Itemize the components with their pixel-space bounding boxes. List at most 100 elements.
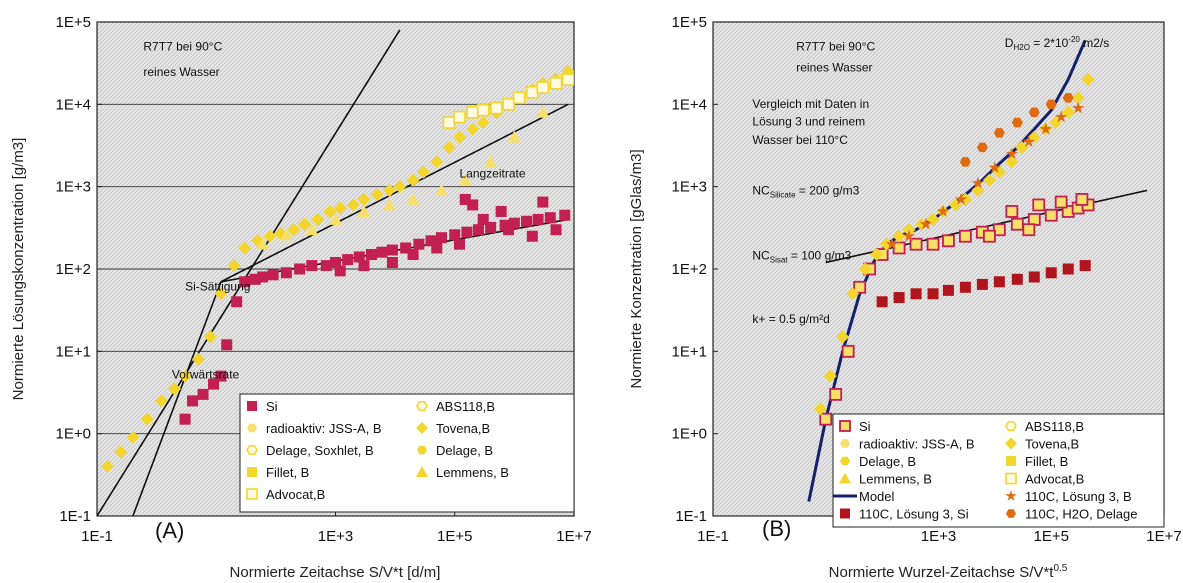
data-point	[249, 273, 261, 285]
legend: Si ABS118,B radioaktiv: JSS-A, B Tovena,B De…	[239, 393, 575, 513]
legend-entry: radioaktiv: JSS-A, B	[247, 421, 382, 436]
data-point	[892, 229, 906, 243]
panel-label: (B)	[762, 516, 791, 541]
legend-marker	[839, 420, 851, 432]
x-tick-label: 1E+3	[318, 528, 353, 545]
data-point	[191, 352, 205, 366]
data-point	[306, 260, 318, 272]
x-tick-labels: 1E-1 1E+3 1E+5 1E+7	[697, 511, 1182, 545]
data-point	[1045, 267, 1057, 279]
data-point	[1005, 147, 1018, 160]
data-point	[1039, 122, 1052, 135]
legend-entry: Delage, Soxhlet, B	[246, 443, 374, 458]
legend-label: radioaktiv: JSS-A, B	[266, 421, 382, 436]
annotation: R7T7 bei 90°C	[143, 40, 222, 54]
formula-label: NCSisat = 100 g/m3	[752, 249, 851, 265]
data-point	[365, 249, 377, 261]
data-point	[320, 260, 332, 272]
data-point	[1015, 140, 1029, 154]
data-point	[346, 198, 360, 212]
legend-box	[832, 413, 1165, 528]
panel-label: (A)	[155, 518, 184, 543]
legend: Si ABS118,B radioaktiv: JSS-A, B Tovena,B De…	[832, 413, 1165, 528]
x-tick-label: 1E+5	[437, 528, 472, 545]
legend-marker	[246, 488, 258, 500]
data-point	[221, 339, 233, 351]
x-tick-label: 1E-1	[81, 528, 113, 545]
series	[256, 73, 568, 250]
data-point	[1005, 205, 1019, 218]
chart-panel-b: 1E-1 1E+0 1E+1 1E+2 1E+3 1E+4 1E+5 1E-1 1E+3 1E+…	[628, 14, 1182, 581]
data-point	[353, 251, 365, 263]
data-point	[495, 205, 507, 217]
data-point	[1027, 213, 1041, 226]
legend-entry: Si	[247, 399, 278, 414]
data-point	[238, 241, 252, 255]
data-point	[958, 229, 972, 243]
data-point	[453, 110, 466, 124]
legend-marker	[417, 445, 427, 455]
legend-marker	[1005, 490, 1017, 501]
annotation: Wasser bei 110°C	[752, 133, 848, 147]
data-point	[114, 445, 128, 459]
data-point	[203, 330, 217, 344]
legend-marker	[840, 456, 850, 466]
legend-label: 110C, H2O, Delage	[1025, 507, 1138, 522]
legend-marker	[246, 444, 258, 456]
data-point	[231, 296, 243, 308]
data-point	[559, 209, 571, 221]
legend-entry: Tovena,B	[416, 421, 490, 436]
data-point	[442, 140, 456, 154]
data-point	[1054, 195, 1068, 209]
legend-marker	[416, 422, 428, 434]
series	[813, 73, 1095, 416]
data-point	[358, 260, 370, 272]
data-point	[477, 213, 489, 225]
data-point	[287, 223, 301, 237]
data-point	[954, 192, 968, 205]
data-point	[187, 395, 199, 407]
data-point	[508, 217, 520, 229]
annotation: Vorwärtsrate	[172, 367, 240, 381]
data-point	[526, 86, 539, 99]
y-tick-label: 1E+4	[672, 96, 707, 113]
legend-entry: Tovena,B	[1005, 437, 1079, 452]
legend-entry: Lemmens, B	[839, 472, 932, 487]
data-point	[876, 296, 888, 308]
data-point	[357, 204, 371, 217]
data-point	[1022, 223, 1036, 237]
y-axis-label: Normierte Lösungskonzentration [g/m3]	[10, 138, 27, 401]
y-tick-labels: 1E-1 1E+0 1E+1 1E+2 1E+3 1E+4 1E+5	[56, 14, 102, 525]
data-point	[919, 217, 933, 230]
data-point	[400, 242, 412, 254]
data-point	[382, 198, 396, 211]
data-point	[1072, 101, 1085, 114]
annotation: Vergleich mit Daten in	[752, 97, 869, 111]
x-axis-label: Normierte Wurzel-Zeitachse S/V*t0.5	[829, 563, 1068, 581]
legend-label: Advocat,B	[266, 487, 325, 502]
legend-entry: 110C, H2O, Delage	[1006, 507, 1138, 522]
data-point	[297, 217, 311, 231]
data-point	[1011, 117, 1023, 128]
data-point	[1044, 208, 1058, 222]
data-point	[976, 278, 988, 290]
data-point	[126, 430, 140, 444]
legend-entry: Delage, B	[840, 454, 916, 469]
series	[179, 193, 571, 425]
data-point	[846, 287, 860, 301]
legend-entry: Advocat,B	[246, 487, 325, 502]
legend-marker	[840, 439, 850, 448]
data-point	[521, 215, 533, 227]
legend-entry: Fillet, B	[247, 465, 309, 480]
data-point	[942, 234, 955, 248]
data-point	[436, 232, 448, 244]
formula-label: NCSilicate = 200 g/m3	[752, 184, 859, 200]
data-point	[334, 265, 346, 277]
data-point	[536, 105, 550, 118]
y-tick-label: 1E+2	[56, 261, 91, 278]
legend-label: Si	[859, 419, 871, 434]
x-tick-labels: 1E-1 1E+3 1E+5 1E+7	[81, 511, 592, 545]
data-point	[1075, 193, 1089, 206]
legend-label: Lemmens, B	[436, 465, 509, 480]
data-point	[982, 173, 996, 187]
